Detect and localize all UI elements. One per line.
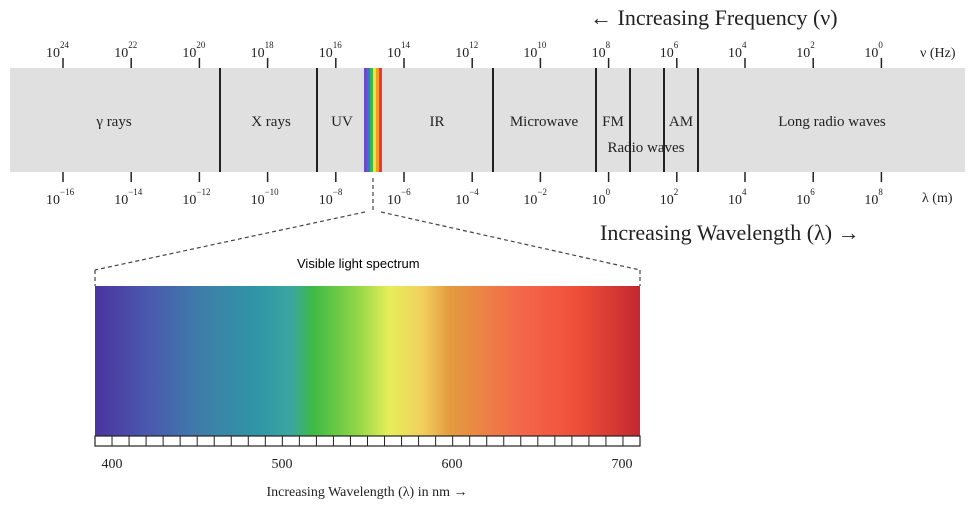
region-gamma-rays: γ rays [95, 114, 132, 130]
visible-band-sliver [364, 68, 382, 172]
region-radio-waves: Radio waves [607, 140, 684, 156]
wavelength-tick-base: 10 [660, 193, 674, 208]
frequency-tick-exponent: 8 [606, 40, 611, 50]
wavelength-tick-exponent: −10 [265, 187, 280, 197]
frequency-tick-base: 10 [864, 46, 878, 61]
wavelength-tick-exponent: −14 [128, 187, 143, 197]
region-fm: FM [602, 114, 624, 130]
wavelength-tick-base: 10 [46, 193, 60, 208]
wavelength-tick-exponent: −6 [401, 187, 411, 197]
wavelength-tick-exponent: −8 [333, 187, 343, 197]
frequency-tick-base: 10 [796, 46, 810, 61]
wavelength-tick-exponent: −4 [469, 187, 479, 197]
wavelength-tick-base: 10 [455, 193, 469, 208]
frequency-tick-exponent: 20 [196, 40, 206, 50]
zoom-connector [94, 178, 641, 286]
frequency-tick-base: 10 [728, 46, 742, 61]
wavelength-unit-label: λ (m) [922, 191, 953, 206]
frequency-tick-base: 10 [251, 46, 265, 61]
frequency-tick-exponent: 24 [60, 40, 70, 50]
wavelength-tick-base: 10 [728, 193, 742, 208]
wavelength-tick-base: 10 [251, 193, 265, 208]
frequency-tick-exponent: 2 [810, 40, 815, 50]
wavelength-tick-base: 10 [796, 193, 810, 208]
frequency-tick-exponent: 16 [333, 40, 343, 50]
visible-axis-label: Increasing Wavelength (λ) in nm → [267, 485, 468, 500]
wavelength-tick-exponent: 4 [742, 187, 747, 197]
frequency-tick-exponent: 12 [469, 40, 478, 50]
wavelength-tick-exponent: 2 [674, 187, 679, 197]
visible-tick-label: 600 [442, 457, 463, 472]
visible-tick-label: 700 [612, 457, 633, 472]
frequency-tick-exponent: 0 [878, 40, 883, 50]
wavelength-tick-base: 10 [592, 193, 606, 208]
region-dividers [219, 68, 699, 172]
wavelength-tick-base: 10 [523, 193, 537, 208]
frequency-scale: 1024102210201018101610141012101010810610… [46, 40, 883, 68]
frequency-tick-exponent: 4 [742, 40, 747, 50]
frequency-tick-base: 10 [592, 46, 606, 61]
wavelength-tick-base: 10 [182, 193, 196, 208]
frequency-tick-base: 10 [114, 46, 128, 61]
wavelength-tick-base: 10 [864, 193, 878, 208]
region-ir: IR [430, 114, 445, 130]
frequency-tick-exponent: 10 [537, 40, 547, 50]
frequency-tick-base: 10 [455, 46, 469, 61]
frequency-title: ← Increasing Frequency (ν) [590, 5, 838, 30]
wavelength-tick-exponent: −12 [196, 187, 210, 197]
visible-tick-label: 500 [272, 457, 293, 472]
frequency-tick-base: 10 [523, 46, 537, 61]
region-am: AM [669, 114, 693, 130]
frequency-tick-exponent: 18 [265, 40, 275, 50]
frequency-tick-base: 10 [46, 46, 60, 61]
wavelength-tick-base: 10 [114, 193, 128, 208]
region-uv: UV [331, 114, 353, 130]
frequency-tick-base: 10 [319, 46, 333, 61]
wavelength-tick-exponent: 6 [810, 187, 815, 197]
frequency-unit-label: ν (Hz) [920, 46, 956, 61]
visible-ruler [94, 435, 641, 447]
wavelength-title: Increasing Wavelength (λ) → [600, 220, 860, 245]
frequency-tick-base: 10 [660, 46, 674, 61]
wavelength-tick-exponent: 0 [606, 187, 611, 197]
wavelength-tick-exponent: −2 [537, 187, 547, 197]
region-x-rays: X rays [251, 114, 291, 130]
visible-spectrum-bar [95, 286, 640, 436]
wavelength-tick-base: 10 [319, 193, 333, 208]
visible-tick-label: 400 [102, 457, 123, 472]
wavelength-scale: 10−1610−1410−1210−1010−810−610−410−21001… [46, 172, 883, 208]
region-long-radio-waves: Long radio waves [778, 114, 886, 130]
spectrum-band [10, 68, 965, 172]
visible-spectrum-title: Visible light spectrum [297, 256, 420, 271]
frequency-tick-exponent: 14 [401, 40, 411, 50]
region-microwave: Microwave [510, 114, 579, 130]
frequency-tick-base: 10 [182, 46, 196, 61]
frequency-tick-exponent: 6 [674, 40, 679, 50]
frequency-tick-exponent: 22 [128, 40, 137, 50]
wavelength-tick-exponent: 8 [878, 187, 883, 197]
wavelength-tick-base: 10 [387, 193, 401, 208]
frequency-tick-base: 10 [387, 46, 401, 61]
wavelength-tick-exponent: −16 [60, 187, 75, 197]
